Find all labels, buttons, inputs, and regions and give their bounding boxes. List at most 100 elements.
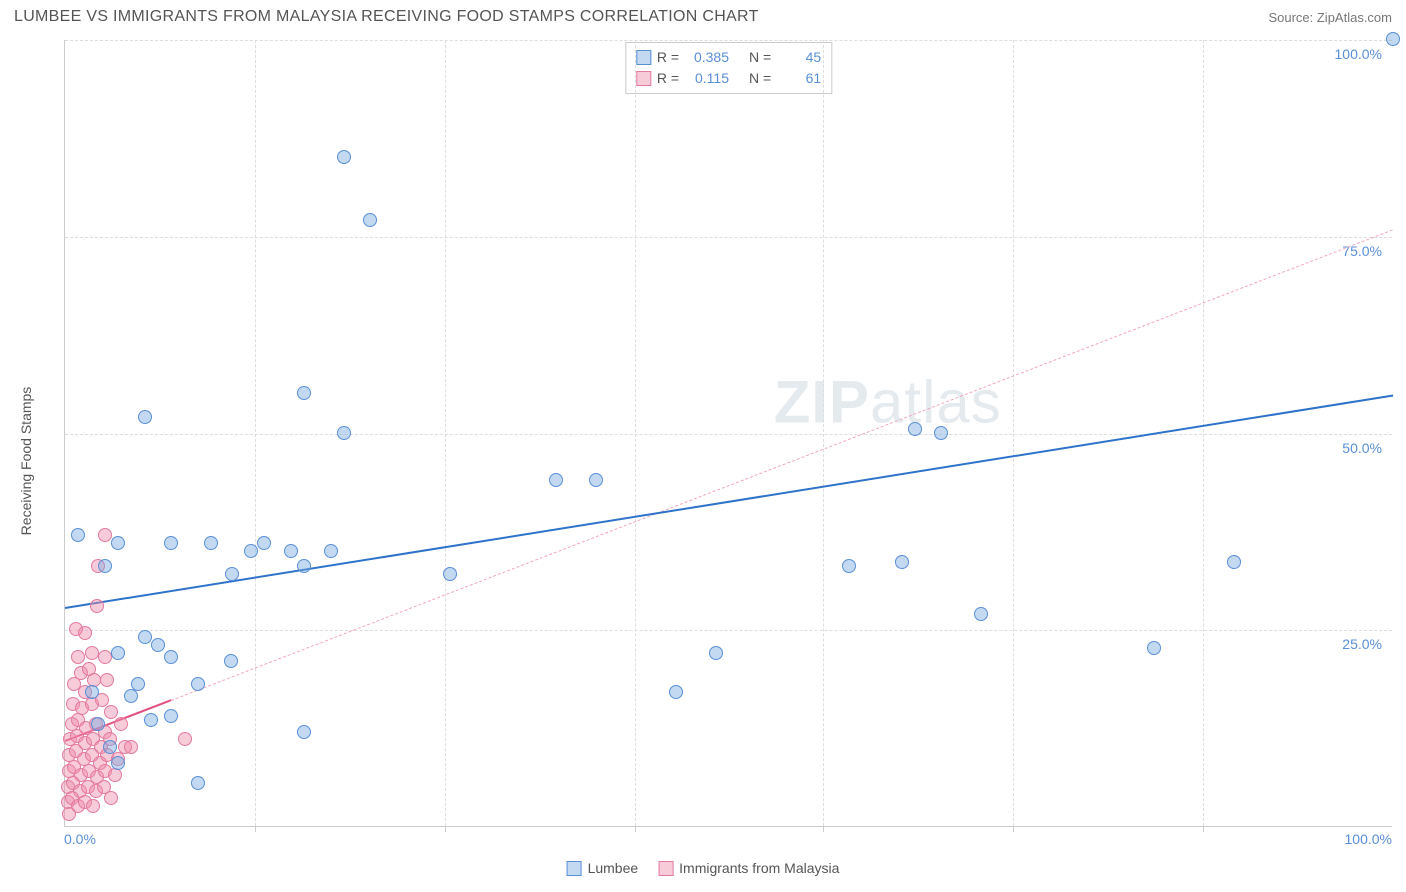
- scatter-point: [71, 650, 85, 664]
- scatter-point: [669, 685, 683, 699]
- scatter-point: [124, 740, 138, 754]
- scatter-point: [144, 713, 158, 727]
- chart-container: Receiving Food Stamps ZIPatlas R = 0.385…: [14, 40, 1392, 882]
- legend-item-0: Lumbee: [567, 860, 639, 876]
- watermark-bold: ZIP: [774, 368, 870, 435]
- x-tick-label: 100.0%: [1345, 831, 1392, 847]
- stats-r-label-0: R =: [657, 47, 679, 68]
- stats-swatch-0: [636, 50, 651, 65]
- scatter-point: [62, 807, 76, 821]
- y-tick-label: 50.0%: [1342, 440, 1382, 456]
- scatter-point: [191, 677, 205, 691]
- scatter-point: [111, 536, 125, 550]
- scatter-point: [842, 559, 856, 573]
- scatter-point: [297, 725, 311, 739]
- source-prefix: Source:: [1268, 10, 1316, 25]
- trend-line-solid: [65, 394, 1393, 608]
- scatter-point: [90, 599, 104, 613]
- scatter-point: [974, 607, 988, 621]
- legend-label-0: Lumbee: [588, 860, 639, 876]
- gridline-v: [445, 40, 446, 826]
- y-tick-label: 25.0%: [1342, 636, 1382, 652]
- watermark-light: atlas: [870, 368, 1002, 435]
- scatter-point: [78, 626, 92, 640]
- scatter-point: [71, 528, 85, 542]
- scatter-point: [151, 638, 165, 652]
- gridline-h: [65, 40, 1392, 41]
- scatter-point: [337, 426, 351, 440]
- scatter-point: [100, 673, 114, 687]
- scatter-point: [589, 473, 603, 487]
- scatter-point: [138, 410, 152, 424]
- stats-r-val-0: 0.385: [685, 47, 729, 68]
- scatter-point: [114, 717, 128, 731]
- stats-n-val-1: 61: [777, 68, 821, 89]
- gridline-h: [65, 237, 1392, 238]
- watermark: ZIPatlas: [774, 367, 1002, 436]
- scatter-point: [1386, 32, 1400, 46]
- scatter-point: [224, 654, 238, 668]
- scatter-point: [85, 685, 99, 699]
- scatter-point: [111, 646, 125, 660]
- legend-swatch-0: [567, 861, 582, 876]
- scatter-point: [86, 799, 100, 813]
- scatter-point: [164, 709, 178, 723]
- stats-n-val-0: 45: [777, 47, 821, 68]
- scatter-point: [284, 544, 298, 558]
- scatter-point: [895, 555, 909, 569]
- chart-title: LUMBEE VS IMMIGRANTS FROM MALAYSIA RECEI…: [14, 8, 759, 26]
- stats-n-label-1: N =: [749, 68, 771, 89]
- gridline-h: [65, 630, 1392, 631]
- scatter-point: [709, 646, 723, 660]
- source-attribution: Source: ZipAtlas.com: [1268, 10, 1392, 25]
- scatter-point: [1147, 641, 1161, 655]
- series-legend: Lumbee Immigrants from Malaysia: [567, 860, 840, 876]
- scatter-point: [549, 473, 563, 487]
- gridline-v: [255, 40, 256, 826]
- x-tick-mark: [445, 826, 446, 832]
- scatter-point: [204, 536, 218, 550]
- x-tick-mark: [255, 826, 256, 832]
- legend-swatch-1: [658, 861, 673, 876]
- scatter-point: [191, 776, 205, 790]
- gridline-v: [635, 40, 636, 826]
- scatter-point: [324, 544, 338, 558]
- scatter-point: [297, 559, 311, 573]
- scatter-point: [337, 150, 351, 164]
- scatter-point: [363, 213, 377, 227]
- y-axis-label: Receiving Food Stamps: [18, 387, 34, 536]
- plot-area: ZIPatlas R = 0.385 N = 45 R = 0.115 N = …: [64, 40, 1392, 827]
- scatter-point: [131, 677, 145, 691]
- legend-label-1: Immigrants from Malaysia: [679, 860, 839, 876]
- scatter-point: [98, 559, 112, 573]
- scatter-point: [103, 740, 117, 754]
- scatter-point: [85, 646, 99, 660]
- x-tick-mark: [1013, 826, 1014, 832]
- stats-n-label-0: N =: [749, 47, 771, 68]
- scatter-point: [98, 528, 112, 542]
- stats-row-0: R = 0.385 N = 45: [636, 47, 821, 68]
- scatter-point: [91, 717, 105, 731]
- x-tick-mark: [1203, 826, 1204, 832]
- stats-swatch-1: [636, 71, 651, 86]
- scatter-point: [108, 768, 122, 782]
- scatter-point: [257, 536, 271, 550]
- gridline-v: [1203, 40, 1204, 826]
- scatter-point: [297, 386, 311, 400]
- gridline-v: [823, 40, 824, 826]
- legend-item-1: Immigrants from Malaysia: [658, 860, 839, 876]
- chart-header: LUMBEE VS IMMIGRANTS FROM MALAYSIA RECEI…: [0, 0, 1406, 32]
- gridline-v: [1013, 40, 1014, 826]
- source-link[interactable]: ZipAtlas.com: [1317, 10, 1392, 25]
- y-tick-label: 100.0%: [1335, 46, 1382, 62]
- x-tick-mark: [823, 826, 824, 832]
- scatter-point: [98, 650, 112, 664]
- scatter-point: [908, 422, 922, 436]
- stats-r-label-1: R =: [657, 68, 679, 89]
- stats-legend: R = 0.385 N = 45 R = 0.115 N = 61: [625, 42, 832, 94]
- scatter-point: [111, 756, 125, 770]
- x-tick-mark: [635, 826, 636, 832]
- scatter-point: [443, 567, 457, 581]
- scatter-point: [164, 536, 178, 550]
- scatter-point: [1227, 555, 1241, 569]
